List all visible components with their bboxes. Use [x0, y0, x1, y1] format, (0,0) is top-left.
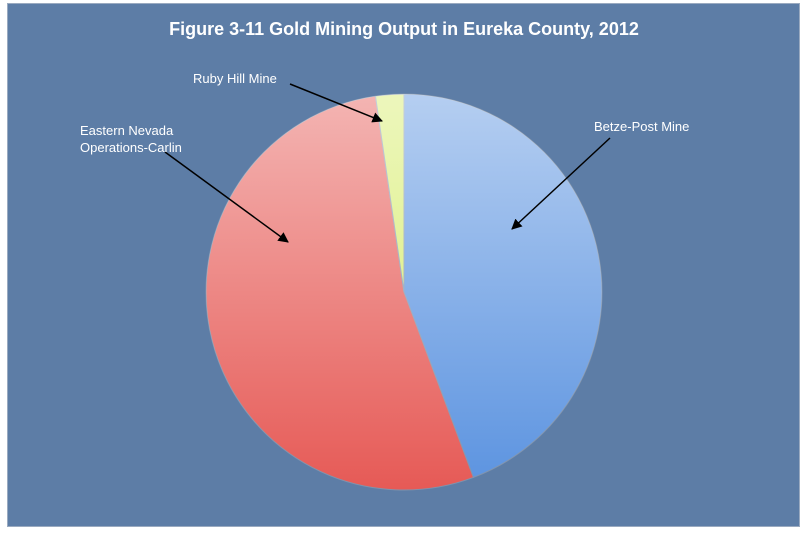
leader-arrow	[164, 151, 289, 243]
slice-label: Ruby Hill Mine	[193, 71, 277, 86]
leader-arrow	[289, 83, 383, 123]
chart-title: Figure 3-11 Gold Mining Output in Eureka…	[169, 19, 639, 39]
slice-label: Betze-Post Mine	[594, 119, 690, 134]
leader-arrow	[511, 137, 611, 230]
slice-label: Eastern Nevada Operations-Carlin	[80, 123, 182, 155]
